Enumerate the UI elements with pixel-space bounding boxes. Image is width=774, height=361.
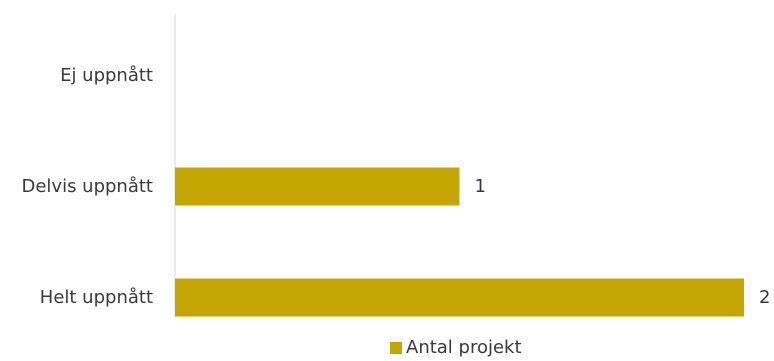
bar: [175, 278, 744, 317]
data-label: 2: [759, 287, 770, 308]
bar: [175, 167, 460, 206]
legend: Antal projekt: [390, 337, 522, 359]
category-label: Ej uppnått: [60, 65, 153, 86]
legend-label: Antal projekt: [406, 337, 522, 358]
category-label: Delvis uppnått: [21, 176, 153, 197]
bars: [175, 167, 744, 317]
data-labels: 12: [475, 176, 771, 308]
category-label: Helt uppnått: [40, 287, 153, 308]
data-label: 1: [475, 176, 486, 197]
category-labels: Ej uppnått Delvis uppnått Helt uppnått: [21, 65, 153, 308]
legend-swatch: [390, 342, 402, 354]
